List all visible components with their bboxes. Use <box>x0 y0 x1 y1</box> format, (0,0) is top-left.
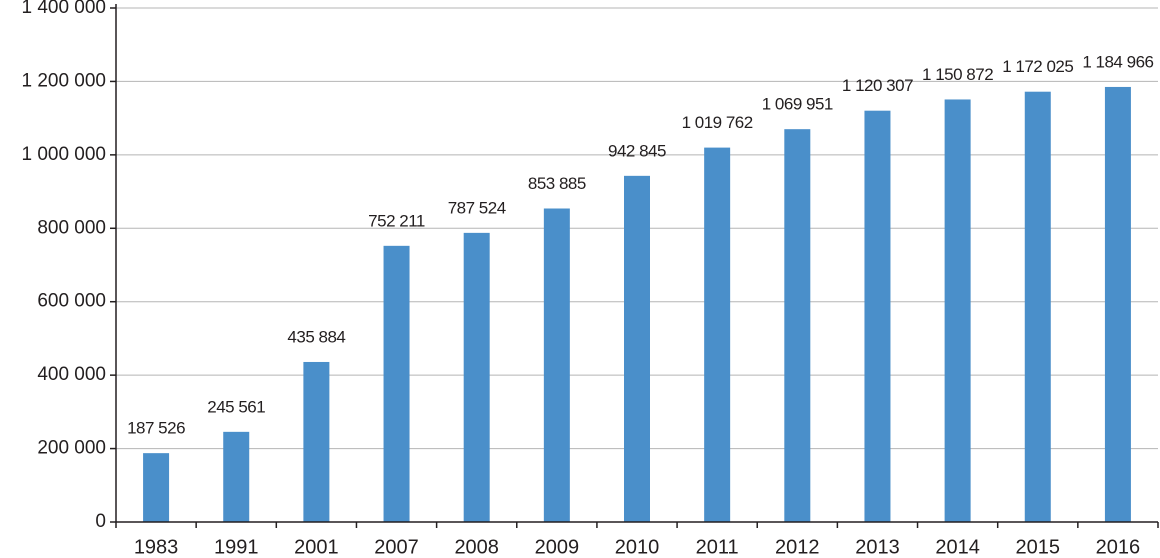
x-tick-label: 2008 <box>454 536 499 558</box>
bar <box>223 431 250 522</box>
x-tick-label: 1983 <box>134 536 179 558</box>
bar <box>1024 91 1051 522</box>
bar <box>704 147 731 522</box>
value-label: 942 845 <box>608 141 666 160</box>
value-label: 1 150 872 <box>922 65 993 84</box>
x-tick-label: 2011 <box>696 536 739 558</box>
bar <box>864 110 891 522</box>
value-label: 1 184 966 <box>1082 52 1153 71</box>
value-label: 787 524 <box>448 198 506 217</box>
bar <box>944 99 971 522</box>
x-tick-label: 2014 <box>935 536 980 558</box>
value-label: 1 019 762 <box>682 113 753 132</box>
x-tick-label: 2007 <box>374 536 419 558</box>
value-label: 853 885 <box>528 174 586 193</box>
x-tick-label: 2013 <box>855 536 900 558</box>
bar <box>1104 86 1131 523</box>
value-label: 752 211 <box>368 211 425 230</box>
bar <box>303 361 330 522</box>
x-tick-label: 2001 <box>294 536 339 558</box>
y-tick-label: 800 000 <box>37 217 106 238</box>
y-tick-label: 1 400 000 <box>21 0 106 18</box>
y-tick-label: 0 <box>95 511 106 532</box>
value-label: 1 069 951 <box>762 95 833 114</box>
x-tick-label: 2009 <box>535 536 580 558</box>
x-tick-label: 1991 <box>214 536 259 558</box>
x-tick-label: 2012 <box>775 536 820 558</box>
bar <box>784 129 811 522</box>
bar <box>463 232 490 522</box>
bar <box>383 245 410 522</box>
y-tick-label: 200 000 <box>37 438 106 459</box>
x-tick-label: 2016 <box>1096 536 1141 558</box>
value-label: 245 561 <box>207 397 265 416</box>
y-tick-label: 1 200 000 <box>21 70 106 91</box>
y-tick-label: 1 000 000 <box>21 144 106 165</box>
bar <box>543 208 570 522</box>
bar <box>624 175 650 522</box>
value-label: 1 120 307 <box>842 76 913 95</box>
x-tick-label: 2015 <box>1016 536 1061 558</box>
bar <box>143 453 170 522</box>
y-tick-label: 400 000 <box>37 364 106 385</box>
value-label: 187 526 <box>127 419 185 438</box>
x-tick-label: 2010 <box>615 536 660 558</box>
y-tick-label: 600 000 <box>37 291 106 312</box>
value-label: 1 172 025 <box>1002 57 1073 76</box>
value-label: 435 884 <box>287 327 345 346</box>
